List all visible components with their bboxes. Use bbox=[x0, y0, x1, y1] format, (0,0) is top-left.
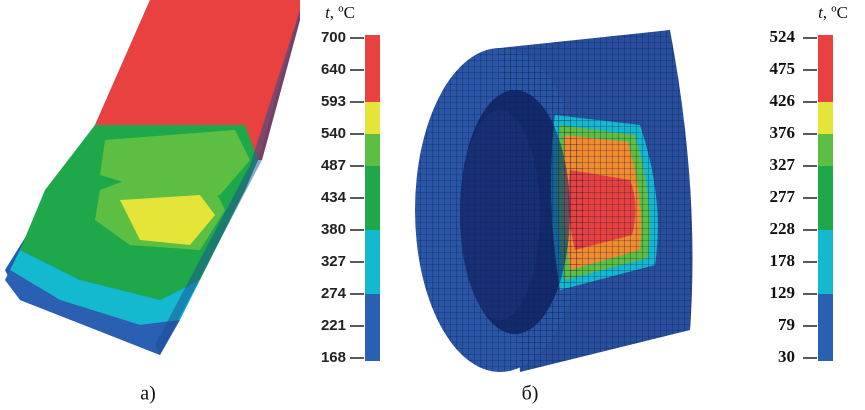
legend-unit: , ºC bbox=[330, 3, 355, 22]
tick-label: 30 bbox=[778, 347, 795, 366]
tick-label: 228 bbox=[770, 219, 796, 238]
colorbar-band bbox=[365, 166, 380, 230]
legend-unit: , ºC bbox=[823, 3, 848, 22]
tick-label: 700 bbox=[321, 29, 346, 46]
tick-label: 380 bbox=[321, 221, 346, 238]
legend-title: t, ºC bbox=[818, 3, 848, 22]
tick-label: 79 bbox=[778, 315, 795, 334]
colorbar-band bbox=[818, 230, 833, 294]
colorbar-band bbox=[365, 102, 380, 134]
tick-label: 540 bbox=[321, 125, 346, 142]
tick-label: 277 bbox=[770, 187, 796, 206]
tick-label: 327 bbox=[321, 253, 346, 270]
tick-label: 487 bbox=[321, 157, 346, 174]
colorbar-band bbox=[818, 294, 833, 361]
colorbar-band bbox=[365, 230, 380, 294]
colorbar-band bbox=[818, 102, 833, 134]
tick-label: 376 bbox=[770, 123, 796, 142]
panel-caption: б) bbox=[522, 383, 539, 405]
tick-label: 593 bbox=[321, 93, 346, 110]
tick-label: 327 bbox=[770, 155, 796, 174]
colorbar-band bbox=[818, 134, 833, 166]
figure: 700 640 593 540 487 434 380 327 274 221 168 t, ºC а)… bbox=[0, 0, 865, 410]
colorbar-band bbox=[365, 134, 380, 166]
tick-label: 221 bbox=[321, 317, 346, 334]
cylinder-image bbox=[415, 30, 693, 372]
tick-label: 434 bbox=[321, 189, 347, 206]
colorbar-band bbox=[818, 35, 833, 102]
panel-caption: а) bbox=[140, 383, 156, 405]
colorbar-band bbox=[365, 35, 380, 102]
colorbar-band bbox=[818, 166, 833, 230]
tick-label: 426 bbox=[770, 91, 796, 110]
slab-image bbox=[5, 0, 300, 355]
legend-title: t, ºC bbox=[325, 3, 355, 22]
tick-label: 640 bbox=[321, 61, 346, 78]
colorbar-band bbox=[365, 294, 380, 361]
tick-label: 129 bbox=[770, 283, 796, 302]
tick-label: 168 bbox=[321, 349, 346, 366]
tick-label: 274 bbox=[321, 285, 347, 302]
tick-label: 178 bbox=[770, 251, 796, 270]
tick-label: 524 bbox=[770, 27, 796, 46]
tick-label: 475 bbox=[770, 59, 796, 78]
